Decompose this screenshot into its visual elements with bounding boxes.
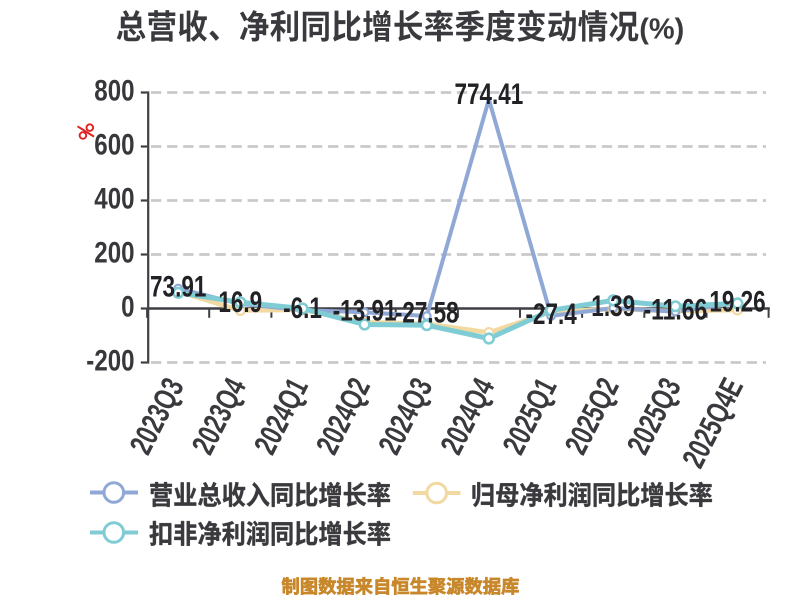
svg-text:800: 800	[94, 74, 134, 107]
svg-text:400: 400	[94, 182, 134, 215]
svg-text:774.41: 774.41	[455, 78, 524, 111]
svg-text:-200: -200	[86, 344, 134, 377]
svg-text:1.39: 1.39	[591, 290, 635, 323]
svg-text:(%): (%)	[639, 14, 684, 46]
svg-text:73.91: 73.91	[150, 271, 206, 304]
svg-text:200: 200	[94, 236, 134, 269]
svg-text:-6.1: -6.1	[283, 292, 322, 325]
svg-text:-11.66: -11.66	[644, 294, 708, 327]
svg-text:600: 600	[94, 128, 134, 161]
svg-text:-13.91: -13.91	[333, 294, 397, 327]
svg-text:19.26: 19.26	[709, 285, 765, 318]
svg-text:-27.4: -27.4	[525, 298, 577, 331]
svg-text:-27.58: -27.58	[395, 297, 459, 330]
svg-text:16.9: 16.9	[218, 286, 262, 319]
svg-text:0: 0	[121, 290, 134, 323]
